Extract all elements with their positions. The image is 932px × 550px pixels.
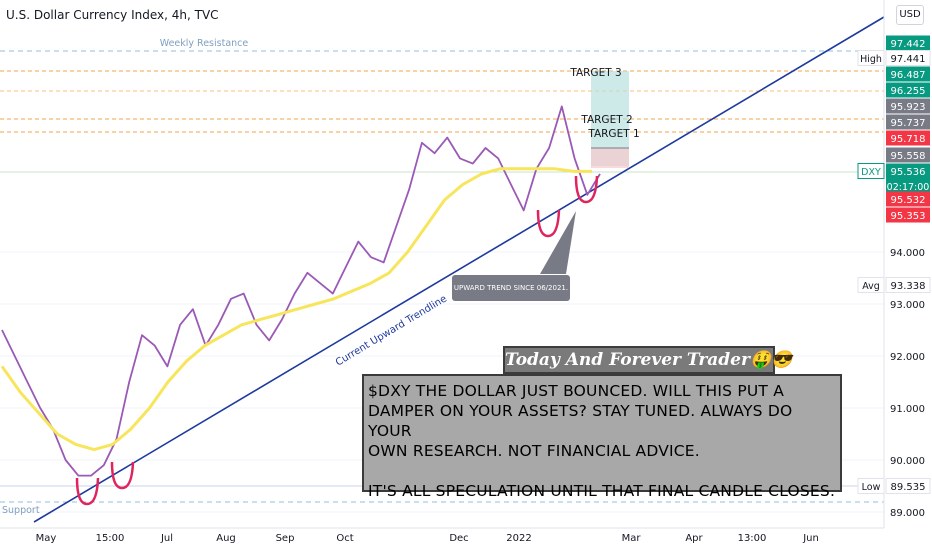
price-tag-label: 96.255 bbox=[891, 86, 926, 97]
target-zone bbox=[591, 71, 629, 168]
x-tick-label: Sep bbox=[276, 533, 295, 544]
tag-prefix-label: Low bbox=[862, 482, 881, 493]
support-label: Support bbox=[2, 505, 40, 516]
price-tag bbox=[886, 35, 930, 51]
y-tick-label: 92.000 bbox=[890, 352, 925, 363]
callout-pointer bbox=[540, 211, 576, 274]
pattern-marks bbox=[75, 175, 599, 506]
price-tag-label: 95.353 bbox=[891, 211, 926, 222]
upward-trendline bbox=[33, 16, 885, 523]
price-tag-label: 97.441 bbox=[891, 54, 926, 65]
tag-prefix-label: High bbox=[860, 54, 882, 65]
price-tag bbox=[886, 82, 930, 98]
price-tag bbox=[886, 163, 930, 194]
weekly-resistance-label: Weekly Resistance bbox=[160, 38, 249, 49]
target1-label: TARGET 1 bbox=[587, 128, 639, 140]
bounce-mark bbox=[110, 461, 135, 490]
tag-prefix-label: Avg bbox=[862, 281, 880, 292]
tag-prefix-box bbox=[857, 277, 885, 293]
price-tag-label: 96.487 bbox=[891, 70, 926, 81]
x-tick-label: Dec bbox=[449, 533, 468, 544]
price-tag-label: 95.923 bbox=[891, 102, 926, 113]
price-tag bbox=[886, 147, 930, 163]
x-tick-label: Mar bbox=[622, 533, 642, 544]
x-tick-label: May bbox=[36, 533, 57, 544]
time-axis: May 15:00 Jul Aug Sep Oct Dec 2022 Mar Apr 13:00 Ju… bbox=[0, 527, 884, 544]
target2-label: TARGET 2 bbox=[580, 114, 632, 126]
bounce-mark bbox=[75, 477, 100, 506]
x-tick-label: 13:00 bbox=[738, 533, 767, 544]
tag-prefix-label: DXY bbox=[861, 167, 881, 178]
price-tag-label: 95.737 bbox=[891, 118, 926, 129]
bounce-mark bbox=[574, 175, 599, 204]
currency-button[interactable]: USD bbox=[896, 5, 924, 25]
x-tick-label: 2022 bbox=[506, 533, 531, 544]
brand-banner: Today And Forever Trader🤑😎 bbox=[503, 346, 792, 374]
x-tick-label: 15:00 bbox=[96, 533, 125, 544]
target3-label: TARGET 3 bbox=[569, 67, 621, 79]
price-tag bbox=[886, 66, 930, 82]
y-tick-label: 90.000 bbox=[890, 456, 925, 467]
analysis-note: $DXY THE DOLLAR JUST BOUNCED. WILL THIS … bbox=[362, 374, 842, 500]
price-tag-label: 97.442 bbox=[891, 39, 926, 50]
trendline-layer bbox=[33, 16, 885, 523]
price-tag bbox=[885, 50, 931, 66]
price-tag bbox=[886, 130, 930, 146]
x-tick-label: Jun bbox=[802, 533, 819, 544]
tag-prefix-box bbox=[857, 478, 885, 494]
x-tick-label: Aug bbox=[216, 533, 236, 544]
price-tag bbox=[886, 191, 930, 207]
price-tag-label: 95.558 bbox=[891, 151, 926, 162]
price-tag-label: 93.338 bbox=[891, 281, 926, 292]
price-tag bbox=[885, 478, 931, 494]
price-tag bbox=[886, 98, 930, 114]
x-tick-label: Jul bbox=[160, 533, 173, 544]
price-tag-label: 95.532 bbox=[891, 195, 926, 206]
trendline-label: Current Upward Trendline bbox=[334, 293, 449, 368]
y-tick-label: 89.000 bbox=[890, 508, 925, 519]
y-tick-label: 91.000 bbox=[890, 404, 925, 415]
series-layer bbox=[0, 105, 601, 477]
moving-average bbox=[0, 167, 592, 452]
chart-title: U.S. Dollar Currency Index, 4h, TVC bbox=[6, 8, 219, 22]
bounce-mark bbox=[536, 209, 561, 238]
tag-prefix-box bbox=[857, 50, 885, 66]
price-tag-label: 95.718 bbox=[891, 134, 926, 145]
y-tick-label: 93.000 bbox=[890, 300, 925, 311]
tag-prefix-box bbox=[857, 163, 885, 179]
x-tick-label: Apr bbox=[685, 533, 703, 544]
y-tick-label: 94.000 bbox=[890, 248, 925, 259]
stop-zone bbox=[591, 148, 629, 168]
price-series bbox=[1, 105, 601, 477]
price-tag bbox=[885, 277, 931, 293]
price-axis: 89.000 90.000 91.000 92.000 93.000 94.000 97.4… bbox=[857, 0, 931, 528]
trend-callout: UPWARD TREND SINCE 06/2021. bbox=[452, 275, 570, 301]
x-tick-label: Oct bbox=[336, 533, 353, 544]
price-tag bbox=[886, 114, 930, 130]
countdown-label: 02:17:00 bbox=[887, 182, 930, 193]
price-tag bbox=[886, 207, 930, 223]
price-tag-label: 89.535 bbox=[891, 482, 926, 493]
price-tag-label: 95.536 bbox=[891, 167, 926, 178]
